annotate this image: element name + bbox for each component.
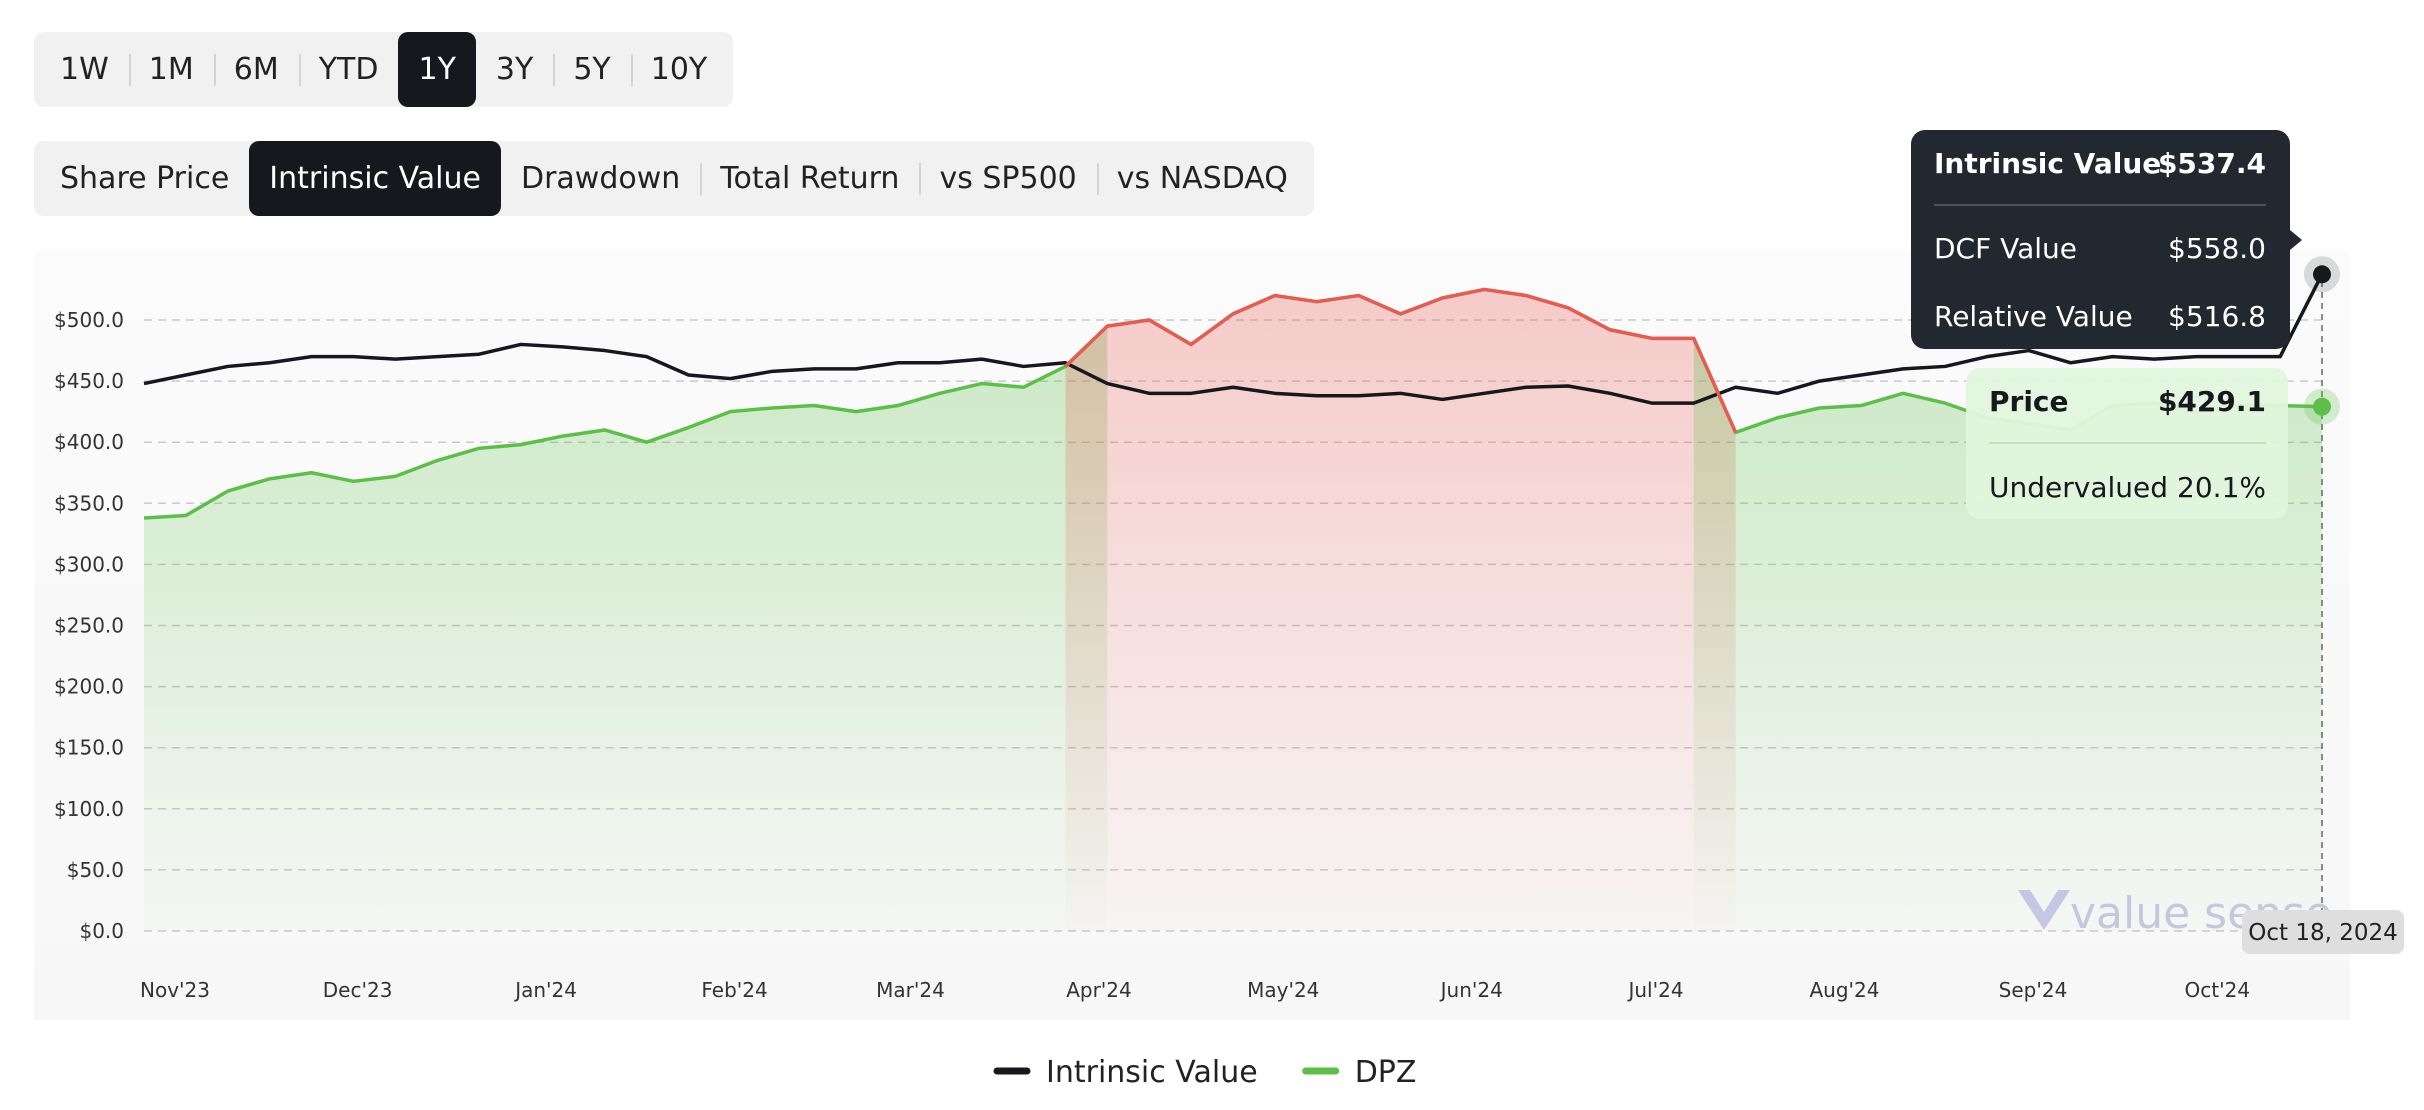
tab-button[interactable]: 10Y [630,32,728,107]
legend-label: DPZ [1355,1055,1417,1090]
y-tick-label: $0.0 [79,919,124,943]
tab-button[interactable]: 5Y [553,32,630,107]
timeframe-group: 1W 1M 6M YTD 1Y 3Y 5Y 10Y [34,32,734,107]
hover-dot [2313,265,2331,284]
tooltip-value: $558.0 [2168,232,2266,265]
hover-dot [2313,397,2331,416]
x-tick-label: Sep'24 [1999,978,2068,1002]
tooltip-status: Undervalued [1989,471,2168,504]
y-tick-label: $50.0 [67,858,124,882]
tab-button[interactable]: 3Y [495,52,534,87]
tab-button[interactable]: Total Return [700,141,919,216]
tab-button[interactable]: 1W [60,52,109,87]
legend-label: Intrinsic Value [1046,1055,1258,1090]
date-tag [2242,910,2404,954]
y-tick-label: $200.0 [54,675,124,699]
tooltip-pointer [2290,230,2302,250]
tooltip-dark [1911,130,2290,349]
y-tick-label: $150.0 [54,736,124,760]
tab-button[interactable]: vs NASDAQ [1096,141,1308,216]
x-tick-label: Jul'24 [1626,978,1683,1002]
tab-button[interactable]: Intrinsic Value [249,141,501,216]
y-tick-label: $250.0 [54,614,124,638]
y-tick-label: $400.0 [54,430,124,454]
y-tick-label: $500.0 [54,308,124,332]
tooltip-label: DCF Value [1934,232,2077,265]
y-tick-label: $300.0 [54,552,124,576]
price-line-overvalued [1064,287,1738,434]
tab-button[interactable]: 1Y [398,32,476,107]
x-tick-label: Apr'24 [1066,978,1132,1002]
x-tick-label: Oct'24 [2185,978,2251,1002]
tab-button[interactable]: Drawdown [520,161,681,196]
tab-button[interactable]: YTD [298,32,399,107]
overvalued-area [1065,289,1736,931]
y-tick-label: $100.0 [54,797,124,821]
tooltip-status-value: 20.1% [2177,471,2266,504]
tooltip-label: Relative Value [1934,300,2133,333]
view-group: Share Price Intrinsic Value Drawdown Total … [34,141,1314,216]
x-tick-label: Jun'24 [1439,978,1503,1002]
hover-date: Oct 18, 2024 [2248,920,2398,946]
x-tick-label: Jan'24 [513,978,577,1002]
x-tick-label: Nov'23 [140,978,210,1002]
watermark-logo [2018,890,2070,930]
tab-button[interactable]: vs SP500 [919,141,1096,216]
tooltip-price-label: Price [1989,385,2069,418]
y-tick-label: $350.0 [54,491,124,515]
tooltip-title: Intrinsic Value [1934,147,2161,180]
x-tick-label: Aug'24 [1810,978,1880,1002]
undervalued-area [144,326,1108,931]
x-tick-label: Feb'24 [701,978,767,1002]
x-tick-label: Mar'24 [876,978,945,1002]
tooltip-price-value: $429.1 [2158,385,2266,418]
tab-button[interactable]: Share Price [60,161,230,196]
tooltip-title-value: $537.4 [2158,147,2266,180]
series-line [143,273,2324,405]
x-tick-label: May'24 [1247,978,1319,1002]
y-tick-label: $450.0 [54,369,124,393]
x-tick-label: Dec'23 [323,978,393,1002]
tab-button[interactable]: 6M [213,32,299,107]
tooltip-value: $516.8 [2168,300,2266,333]
tab-button[interactable]: 1M [128,32,214,107]
